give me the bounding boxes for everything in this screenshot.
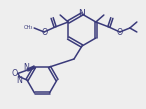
- Text: O: O: [12, 69, 18, 78]
- Text: O: O: [41, 27, 47, 37]
- Text: CH₃: CH₃: [24, 25, 33, 30]
- Text: N: N: [79, 9, 85, 19]
- Text: N: N: [16, 76, 22, 84]
- Text: N: N: [24, 62, 29, 72]
- Text: O: O: [117, 27, 123, 37]
